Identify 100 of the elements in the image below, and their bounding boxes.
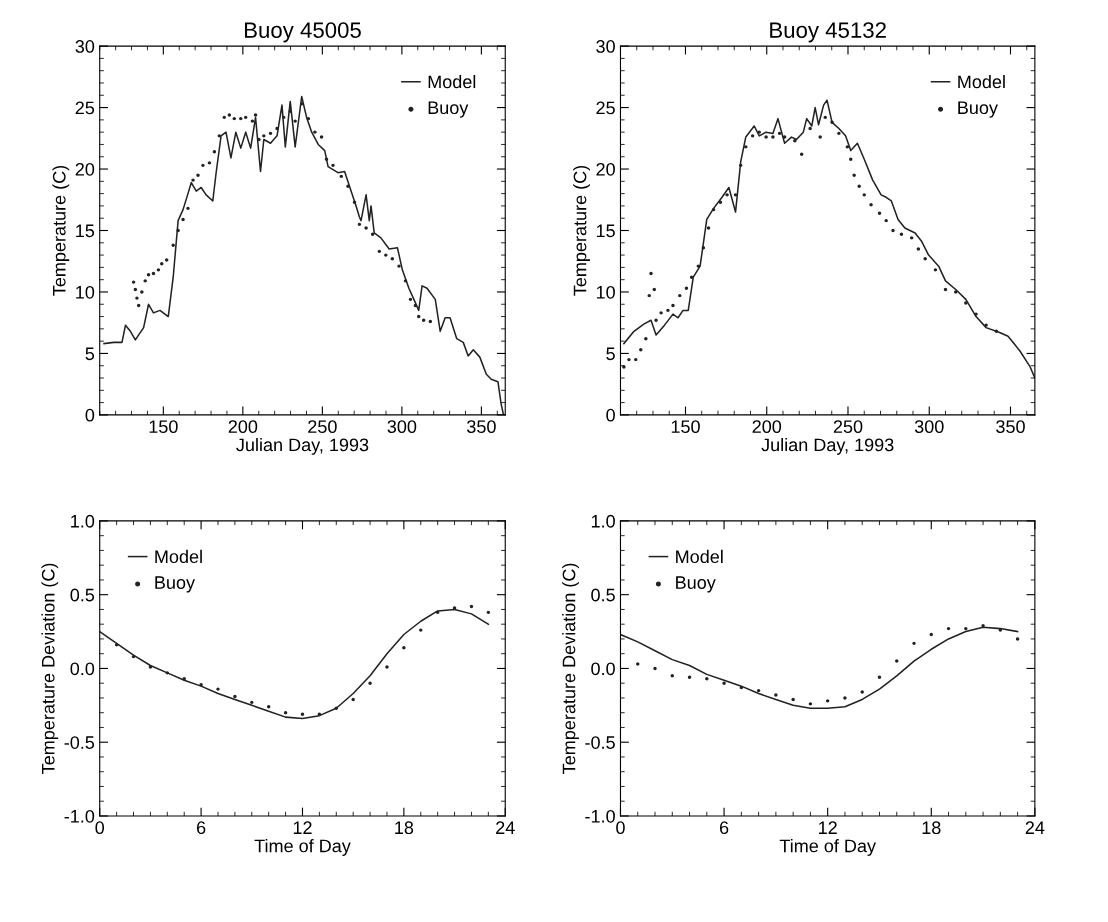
y-axis-title: Temperature (C) bbox=[52, 165, 70, 296]
legend-label: Model bbox=[958, 74, 1005, 89]
point bbox=[191, 178, 195, 182]
point bbox=[725, 193, 729, 197]
point bbox=[283, 711, 288, 715]
point bbox=[408, 297, 413, 302]
x-tick-label: 6 bbox=[197, 821, 206, 835]
point bbox=[268, 131, 273, 136]
line-series bbox=[623, 99, 1035, 379]
x-tick-label: 350 bbox=[996, 420, 1025, 434]
point bbox=[201, 163, 205, 168]
y-tick-label: 0 bbox=[85, 408, 95, 422]
x-tick-label: 18 bbox=[395, 821, 414, 835]
point bbox=[207, 161, 212, 165]
legend-label: Buoy bbox=[155, 576, 196, 593]
legend-label: Model bbox=[428, 74, 476, 89]
x-tick-label: 300 bbox=[914, 420, 944, 434]
point bbox=[227, 113, 232, 117]
point bbox=[929, 632, 933, 637]
point bbox=[860, 690, 864, 694]
x-tick-label: 250 bbox=[833, 420, 863, 434]
point bbox=[884, 218, 888, 223]
point bbox=[486, 610, 491, 615]
x-tick-label: 24 bbox=[1025, 821, 1045, 834]
y-tick-label: 1.0 bbox=[591, 514, 615, 528]
point bbox=[216, 687, 220, 691]
y-axis-title: Temperature Deviation (C) bbox=[41, 563, 59, 774]
point bbox=[384, 253, 388, 257]
x-tick-label: 18 bbox=[922, 821, 941, 835]
y-tick-label: 20 bbox=[596, 162, 615, 176]
y-tick-label: 30 bbox=[75, 40, 95, 53]
line-series bbox=[99, 608, 490, 720]
point bbox=[843, 696, 847, 700]
point bbox=[357, 222, 362, 227]
y-tick-label: 10 bbox=[596, 285, 615, 299]
point bbox=[351, 697, 355, 702]
y-tick-label: 10 bbox=[76, 285, 95, 299]
point bbox=[143, 279, 147, 283]
x-tick-label: 150 bbox=[671, 420, 700, 434]
point bbox=[300, 712, 305, 716]
x-tick-label: 250 bbox=[308, 420, 337, 434]
point bbox=[791, 697, 795, 702]
point bbox=[417, 314, 421, 319]
point bbox=[652, 287, 656, 292]
x-tick-label: 6 bbox=[719, 821, 729, 835]
point bbox=[825, 699, 830, 703]
point bbox=[419, 628, 423, 632]
y-tick-label: -1.0 bbox=[585, 809, 615, 823]
point bbox=[764, 135, 768, 139]
point bbox=[244, 115, 248, 120]
point bbox=[377, 249, 381, 254]
point bbox=[899, 232, 904, 236]
y-tick-label: 5 bbox=[606, 347, 615, 361]
point bbox=[869, 202, 873, 207]
x-tick-label: 300 bbox=[387, 420, 417, 434]
point bbox=[156, 268, 161, 272]
legend-label: Buoy bbox=[428, 101, 469, 118]
point bbox=[293, 119, 297, 123]
point bbox=[933, 268, 938, 272]
point bbox=[756, 688, 761, 693]
point bbox=[140, 290, 144, 294]
point bbox=[151, 271, 156, 276]
point bbox=[943, 287, 948, 292]
point bbox=[654, 318, 658, 322]
point bbox=[774, 693, 778, 697]
point bbox=[722, 681, 726, 685]
x-axis-title: Time of Day bbox=[779, 839, 876, 856]
legend-label: Buoy bbox=[958, 101, 998, 118]
point bbox=[777, 131, 782, 136]
point bbox=[634, 357, 638, 362]
y-tick-label: 0.5 bbox=[70, 588, 95, 602]
point bbox=[136, 303, 141, 308]
y-tick-label: 0.5 bbox=[591, 588, 615, 602]
point bbox=[877, 675, 882, 679]
legend-label: Buoy bbox=[676, 576, 716, 593]
point bbox=[385, 665, 389, 669]
point bbox=[964, 301, 968, 305]
x-axis-title: Julian Day, 1993 bbox=[236, 437, 369, 455]
x-tick-label: 12 bbox=[293, 821, 312, 834]
y-tick-label: 1.0 bbox=[71, 514, 95, 528]
point bbox=[469, 604, 474, 609]
x-axis-title: Time of Day bbox=[254, 839, 351, 856]
y-tick-label: -0.5 bbox=[585, 736, 615, 749]
x-tick-label: 200 bbox=[752, 420, 782, 434]
y-tick-label: 5 bbox=[85, 347, 95, 361]
x-tick-label: 0 bbox=[616, 821, 625, 835]
y-axis-title: Temperature (C) bbox=[573, 165, 590, 296]
point bbox=[808, 702, 813, 706]
point bbox=[687, 675, 692, 679]
point bbox=[146, 273, 151, 277]
point bbox=[750, 134, 755, 138]
y-tick-label: 0 bbox=[606, 408, 615, 422]
x-tick-label: 150 bbox=[149, 420, 178, 434]
point bbox=[339, 174, 343, 179]
point bbox=[135, 296, 139, 300]
y-tick-label: 15 bbox=[76, 224, 95, 238]
x-tick-label: 12 bbox=[819, 821, 837, 834]
point bbox=[909, 236, 914, 240]
y-tick-label: 20 bbox=[75, 162, 95, 176]
point bbox=[659, 311, 663, 315]
